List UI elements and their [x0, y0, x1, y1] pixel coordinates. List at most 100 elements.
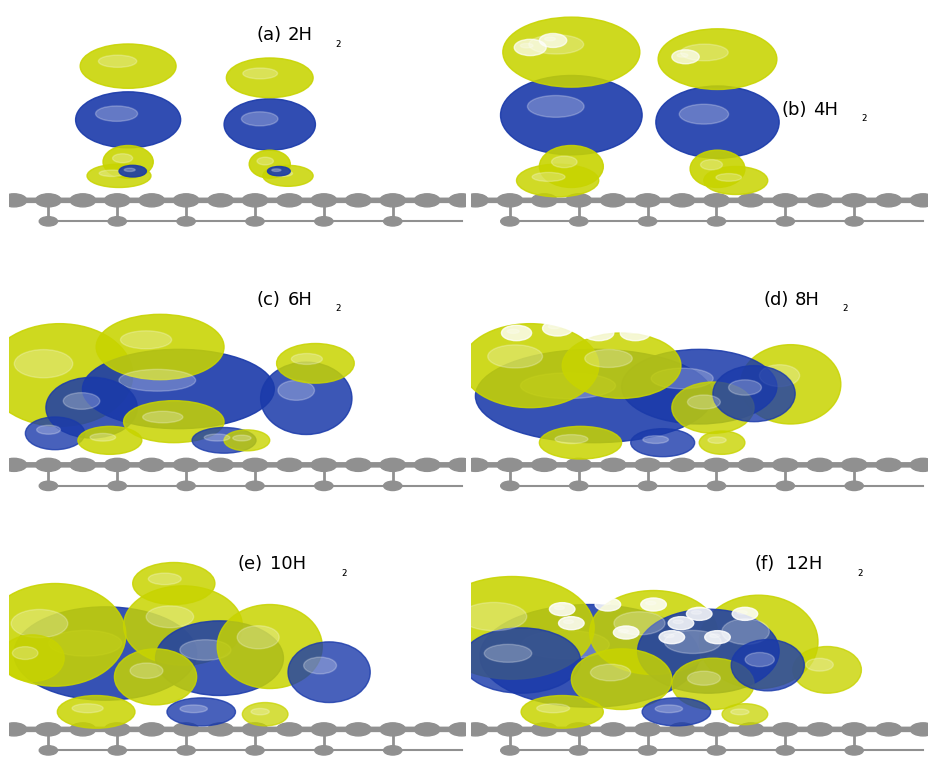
Circle shape: [104, 194, 130, 207]
Text: 6H: 6H: [287, 291, 313, 309]
Circle shape: [462, 458, 488, 471]
Ellipse shape: [124, 401, 224, 443]
Circle shape: [345, 194, 371, 207]
Ellipse shape: [260, 362, 352, 434]
Ellipse shape: [49, 630, 122, 656]
Circle shape: [108, 745, 126, 755]
Circle shape: [245, 481, 264, 491]
Circle shape: [173, 194, 198, 207]
Circle shape: [1, 194, 27, 207]
Ellipse shape: [551, 156, 577, 167]
Ellipse shape: [715, 173, 740, 181]
Ellipse shape: [721, 619, 768, 644]
Ellipse shape: [621, 349, 776, 424]
Ellipse shape: [667, 617, 693, 629]
Ellipse shape: [76, 92, 181, 148]
Circle shape: [841, 458, 866, 471]
Ellipse shape: [698, 595, 817, 689]
Circle shape: [314, 481, 332, 491]
Ellipse shape: [613, 626, 638, 639]
Ellipse shape: [571, 649, 671, 710]
Ellipse shape: [528, 35, 583, 54]
Ellipse shape: [664, 634, 673, 637]
Ellipse shape: [90, 433, 115, 441]
Ellipse shape: [124, 168, 135, 171]
Circle shape: [771, 194, 797, 207]
Ellipse shape: [121, 331, 171, 349]
Circle shape: [565, 723, 591, 736]
Text: ₂: ₂: [860, 110, 866, 124]
Ellipse shape: [584, 349, 632, 367]
Ellipse shape: [256, 157, 273, 165]
Ellipse shape: [722, 703, 767, 725]
Ellipse shape: [703, 166, 767, 194]
Circle shape: [241, 458, 268, 471]
Ellipse shape: [204, 434, 229, 441]
Circle shape: [565, 458, 591, 471]
Ellipse shape: [563, 620, 573, 623]
Circle shape: [414, 723, 440, 736]
Circle shape: [707, 745, 724, 755]
Circle shape: [600, 723, 625, 736]
Circle shape: [496, 458, 522, 471]
Text: 4H: 4H: [812, 101, 838, 119]
Ellipse shape: [542, 321, 572, 336]
Circle shape: [841, 723, 866, 736]
Ellipse shape: [539, 33, 566, 47]
Ellipse shape: [272, 170, 292, 177]
Ellipse shape: [287, 642, 370, 703]
Ellipse shape: [672, 620, 682, 623]
Ellipse shape: [96, 314, 224, 380]
Ellipse shape: [461, 602, 526, 631]
Ellipse shape: [430, 576, 593, 679]
Circle shape: [637, 217, 656, 226]
Circle shape: [707, 217, 724, 226]
Ellipse shape: [82, 349, 274, 429]
Circle shape: [414, 458, 440, 471]
Ellipse shape: [658, 631, 684, 643]
Ellipse shape: [267, 166, 290, 176]
Ellipse shape: [730, 709, 748, 715]
Text: ₂: ₂: [856, 565, 862, 579]
Ellipse shape: [11, 609, 67, 638]
Ellipse shape: [142, 412, 183, 422]
Ellipse shape: [0, 584, 125, 686]
Ellipse shape: [642, 436, 667, 443]
Circle shape: [531, 194, 557, 207]
Ellipse shape: [249, 150, 290, 178]
Circle shape: [703, 458, 728, 471]
Ellipse shape: [620, 325, 650, 341]
Ellipse shape: [539, 426, 621, 459]
Ellipse shape: [625, 329, 637, 334]
Ellipse shape: [227, 58, 313, 98]
Ellipse shape: [594, 598, 620, 611]
Ellipse shape: [709, 634, 719, 637]
Ellipse shape: [645, 601, 655, 605]
Ellipse shape: [527, 96, 583, 117]
Ellipse shape: [501, 325, 531, 341]
Circle shape: [208, 723, 233, 736]
Ellipse shape: [554, 435, 587, 443]
Ellipse shape: [278, 380, 314, 401]
Ellipse shape: [687, 395, 720, 409]
Circle shape: [108, 481, 126, 491]
Ellipse shape: [180, 705, 207, 713]
Ellipse shape: [532, 173, 564, 181]
Ellipse shape: [712, 366, 795, 422]
Ellipse shape: [664, 630, 721, 654]
Ellipse shape: [506, 329, 519, 334]
Ellipse shape: [25, 417, 84, 450]
Ellipse shape: [590, 664, 630, 681]
Ellipse shape: [12, 647, 38, 660]
Ellipse shape: [98, 55, 137, 68]
Circle shape: [314, 217, 332, 226]
Ellipse shape: [180, 640, 231, 661]
Circle shape: [379, 458, 405, 471]
Ellipse shape: [271, 169, 281, 171]
Text: (b): (b): [781, 101, 806, 119]
Ellipse shape: [133, 562, 214, 605]
Circle shape: [379, 194, 405, 207]
Ellipse shape: [14, 349, 73, 378]
Circle shape: [634, 194, 660, 207]
Ellipse shape: [554, 606, 563, 609]
